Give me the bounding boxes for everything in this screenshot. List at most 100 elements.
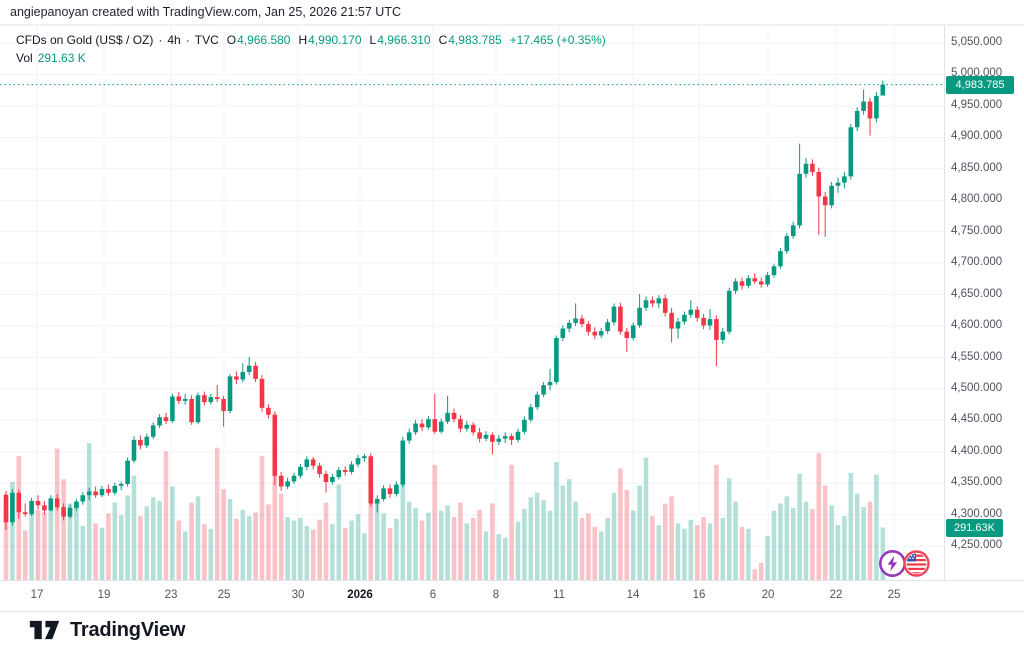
volume-bar <box>330 524 335 580</box>
candle-body <box>560 328 566 339</box>
volume-bar <box>714 464 719 580</box>
candle-body <box>445 412 450 422</box>
volume-key: Vol <box>16 51 33 65</box>
volume-bar <box>611 492 617 580</box>
volume-bar <box>554 462 559 580</box>
volume-bar <box>733 501 738 580</box>
last-price-badge: 4,983.785 <box>946 75 1014 94</box>
volume-bar <box>746 528 751 580</box>
candle-body <box>784 236 790 252</box>
volume-bar <box>86 443 92 580</box>
candle-body <box>310 459 316 466</box>
candle-body <box>214 397 220 400</box>
volume-bar <box>189 502 194 580</box>
candle-body <box>99 488 105 496</box>
volume-bar <box>285 517 290 580</box>
candle-body <box>195 395 201 423</box>
candle-body <box>29 500 34 515</box>
volume-bar <box>61 479 66 580</box>
volume-bar <box>278 493 284 580</box>
candle-body <box>451 412 457 420</box>
candle-body <box>182 399 188 401</box>
volume-bar <box>349 520 354 580</box>
candle-body <box>80 495 86 502</box>
candle-body <box>22 512 28 515</box>
candle-body <box>874 95 879 119</box>
candle-body <box>374 499 380 504</box>
candle-body <box>93 491 98 496</box>
volume-bar <box>771 510 777 580</box>
candle-body <box>112 485 118 493</box>
volume-bar <box>822 485 828 580</box>
volume-bar <box>662 503 668 580</box>
volume-bar <box>624 490 630 580</box>
candle-body <box>221 399 226 411</box>
volume-bar <box>176 520 182 580</box>
candle-body <box>272 414 278 476</box>
candle-body <box>822 196 828 206</box>
volume-bar <box>118 515 124 580</box>
volume-bar <box>477 509 482 580</box>
volume-bar <box>3 509 9 580</box>
tradingview-brand[interactable]: TradingView <box>28 617 185 643</box>
candle-body <box>285 481 290 487</box>
candle-body <box>656 298 662 304</box>
volume-bar <box>432 464 438 580</box>
price-tick-label: 4,950.000 <box>951 98 1003 111</box>
candle-body <box>752 278 758 282</box>
candle-body <box>406 432 412 441</box>
volume-value: 291.63 K <box>37 51 86 65</box>
volume-bar <box>29 501 34 580</box>
volume-bar <box>688 519 694 580</box>
volume-bar <box>803 501 809 580</box>
candle-body <box>835 182 841 186</box>
volume-bar <box>541 499 546 580</box>
candle-body <box>381 488 386 500</box>
candle-body <box>810 163 815 172</box>
volume-bar <box>483 531 489 580</box>
candle-body <box>842 176 847 183</box>
candle-body <box>438 421 444 432</box>
volume-bar <box>682 528 687 580</box>
volume-bar <box>387 527 393 580</box>
volume-bar <box>797 473 802 580</box>
candle-body <box>240 371 246 380</box>
us-flag-icon[interactable] <box>903 550 930 577</box>
candle-body <box>259 378 265 408</box>
price-tick-label: 4,900.000 <box>951 130 1003 143</box>
volume-bar <box>675 523 681 580</box>
attribution-text: angiepanoyan created with TradingView.co… <box>10 5 401 19</box>
candle-body <box>618 306 623 332</box>
candle-body <box>694 309 700 318</box>
volume-bar <box>310 529 316 580</box>
candle-body <box>394 484 399 494</box>
price-tick-label: 4,400.000 <box>951 444 1003 457</box>
price-tick-label: 4,250.000 <box>951 539 1003 552</box>
interval-label: 4h <box>167 33 181 47</box>
candle-body <box>586 324 591 332</box>
candle-body <box>464 424 470 429</box>
candle-body <box>541 385 546 395</box>
volume-bar <box>400 473 406 580</box>
candle-body <box>246 365 252 372</box>
high-value: 4,990.170 <box>308 33 362 47</box>
volume-bar <box>246 516 252 580</box>
volume-bar <box>208 528 214 580</box>
volume-bar <box>867 501 873 580</box>
candle-body <box>598 331 604 336</box>
candle-body <box>330 477 335 483</box>
volume-bar <box>342 527 348 580</box>
candle-body <box>880 84 886 96</box>
volume-bar <box>784 496 790 580</box>
candle-body <box>253 365 258 379</box>
volume-bar <box>573 501 578 580</box>
volume-bar <box>304 526 310 580</box>
candle-body <box>400 440 406 485</box>
tradingview-logo-icon <box>29 620 60 640</box>
volume-bar <box>355 514 361 580</box>
volume-bar <box>131 475 137 580</box>
volume-bar <box>464 523 470 580</box>
candle-body <box>3 494 9 523</box>
